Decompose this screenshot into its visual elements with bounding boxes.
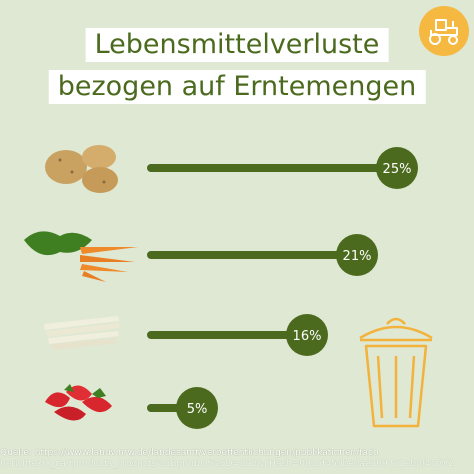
carrot-icon (24, 231, 138, 282)
bar-end-circle (336, 234, 378, 276)
bar-value-label: 21% (343, 249, 372, 264)
page-title-line-1: Lebensmittelverluste (85, 28, 389, 62)
bar-value-label: 25% (383, 162, 412, 177)
bar-line (147, 331, 307, 339)
tractor-icon (419, 6, 469, 56)
bar-line (147, 251, 357, 259)
page-title-line-2: bezogen auf Erntemengen (48, 70, 426, 104)
source-line-2: berichte?tx_cartproducts_products%5Bprod… (0, 459, 455, 469)
bar-value-label: 5% (187, 402, 208, 417)
asparagus-icon (44, 316, 120, 350)
strawberry-icon (45, 384, 112, 421)
source-note: Quelle: https://www.lanuv.nrw.de/landesa… (0, 448, 474, 470)
trash-can-icon (359, 317, 433, 428)
bar-series: 25% 21% 16% 5% (147, 147, 418, 429)
bar-line (147, 164, 397, 172)
potato-icon (45, 145, 118, 193)
bar-end-circle (376, 147, 418, 189)
bar-end-circle (176, 387, 218, 429)
source-line-1: Quelle: https://www.lanuv.nrw.de/landesa… (0, 448, 379, 458)
bar-end-circle (286, 314, 328, 356)
bar-value-label: 16% (293, 329, 322, 344)
